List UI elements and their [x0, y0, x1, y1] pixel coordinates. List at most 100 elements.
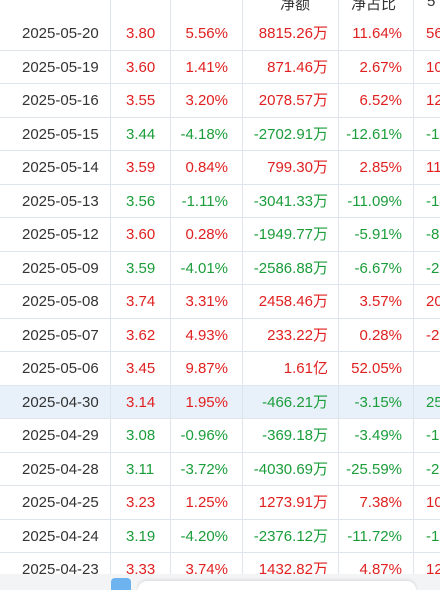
column-divider — [170, 0, 171, 590]
row-net-ratio: 3.57% — [359, 293, 402, 310]
table-row[interactable]: 2025-04-25 3.23 1.25% 1273.91万 7.38% 10 — [0, 486, 440, 520]
table-row[interactable]: 2025-05-12 3.60 0.28% -1949.77万 -5.91% -8 — [0, 218, 440, 252]
row-date: 2025-04-24 — [22, 527, 99, 545]
table-row[interactable]: 2025-05-15 3.44 -4.18% -2702.91万 -12.61% -12 — [0, 117, 440, 151]
row-extra: -8 — [426, 226, 440, 243]
table-row[interactable]: 2025-04-29 3.08 -0.96% -369.18万 -3.49% -1 — [0, 419, 440, 453]
column-divider — [110, 0, 111, 590]
row-date: 2025-04-29 — [22, 427, 99, 444]
row-date: 2025-05-19 — [22, 58, 99, 76]
row-change-pct: 3.74% — [185, 561, 228, 578]
bottom-sheet-handle[interactable] — [138, 581, 416, 590]
table-header: 净额 净占比 5 — [0, 0, 440, 18]
row-change-pct: 9.87% — [185, 360, 228, 377]
row-change-pct: -3.72% — [180, 460, 228, 478]
row-change-pct: 5.56% — [185, 25, 228, 42]
row-date: 2025-04-23 — [22, 561, 99, 578]
table-row[interactable]: 2025-05-19 3.60 1.41% 871.46万 2.67% 10 — [0, 50, 440, 84]
row-price: 3.45 — [126, 360, 156, 377]
row-net-amount: -2702.91万 — [253, 125, 328, 143]
row-date: 2025-05-14 — [22, 159, 99, 176]
row-net-ratio: -25.59% — [346, 460, 402, 478]
row-extra: 10 — [426, 58, 440, 76]
row-net-amount: 1273.91万 — [258, 494, 328, 511]
row-date: 2025-05-20 — [22, 25, 99, 42]
row-extra: 11 — [426, 159, 440, 176]
row-date: 2025-05-12 — [22, 226, 99, 243]
row-price: 3.60 — [126, 226, 156, 243]
row-price: 3.44 — [126, 125, 156, 143]
row-net-ratio: 2.67% — [359, 58, 402, 76]
row-change-pct: 1.41% — [185, 58, 228, 76]
row-net-amount: 8815.26万 — [258, 25, 328, 42]
column-divider — [338, 0, 339, 590]
row-net-ratio: -11.72% — [347, 527, 402, 545]
row-net-amount: 2458.46万 — [258, 293, 328, 310]
header-net-amount: 净额 — [280, 0, 311, 13]
row-change-pct: 0.84% — [185, 159, 228, 176]
row-net-ratio: 0.28% — [359, 326, 402, 344]
row-price: 3.08 — [126, 427, 156, 444]
row-change-pct: 3.20% — [185, 92, 228, 109]
row-extra: 56 — [426, 25, 440, 42]
row-net-amount: 799.30万 — [267, 159, 328, 176]
header-extra: 5 — [427, 0, 436, 10]
row-extra: -12 — [426, 125, 440, 143]
row-net-ratio: 52.05% — [351, 360, 402, 377]
row-net-amount: 233.22万 — [267, 326, 328, 344]
table-row[interactable]: 2025-04-30 3.14 1.95% -466.21万 -3.15% 25 — [0, 385, 440, 419]
row-net-ratio: -11.09% — [347, 192, 402, 210]
row-net-amount: -2586.88万 — [253, 259, 328, 277]
row-extra: 20 — [426, 293, 440, 310]
row-price: 3.60 — [126, 58, 156, 76]
table-row[interactable]: 2025-05-13 3.56 -1.11% -3041.33万 -11.09% -14 — [0, 184, 440, 218]
row-change-pct: 4.93% — [185, 326, 228, 344]
row-date: 2025-05-13 — [22, 192, 99, 210]
table-row[interactable]: 2025-05-07 3.62 4.93% 233.22万 0.28% -21 — [0, 318, 440, 352]
row-change-pct: -4.18% — [180, 125, 228, 143]
table-row[interactable]: 2025-05-14 3.59 0.84% 799.30万 2.85% 11 — [0, 151, 440, 185]
row-extra: -1 — [426, 427, 440, 444]
row-net-ratio: 2.85% — [359, 159, 402, 176]
row-change-pct: 1.25% — [185, 494, 228, 511]
row-net-amount: -369.18万 — [262, 427, 328, 444]
table-row[interactable]: 2025-05-06 3.45 9.87% 1.61亿 52.05% — [0, 352, 440, 386]
row-change-pct: -1.11% — [181, 192, 228, 210]
row-change-pct: -4.20% — [180, 527, 228, 545]
row-extra: -21 — [426, 460, 440, 478]
row-net-amount: -2376.12万 — [253, 527, 328, 545]
row-extra: -21 — [426, 326, 440, 344]
column-divider — [242, 0, 243, 590]
row-extra: -23 — [426, 259, 440, 277]
row-extra: 25 — [426, 393, 440, 411]
row-net-amount: -466.21万 — [262, 393, 328, 411]
row-net-amount: -3041.33万 — [253, 192, 328, 210]
row-change-pct: 0.28% — [185, 226, 228, 243]
row-net-ratio: -6.67% — [354, 259, 402, 277]
row-date: 2025-04-28 — [22, 460, 99, 478]
table-row[interactable]: 2025-05-09 3.59 -4.01% -2586.88万 -6.67% -23 — [0, 251, 440, 285]
table-row[interactable]: 2025-04-28 3.11 -3.72% -4030.69万 -25.59% -21 — [0, 452, 440, 486]
row-extra: -14 — [426, 192, 440, 210]
row-date: 2025-04-30 — [22, 393, 99, 411]
row-net-ratio: 11.64% — [352, 25, 402, 42]
row-price: 3.23 — [126, 494, 156, 511]
row-net-ratio: -3.15% — [354, 393, 402, 411]
row-net-ratio: -3.49% — [354, 427, 402, 444]
table-row[interactable]: 2025-05-08 3.74 3.31% 2458.46万 3.57% 20 — [0, 285, 440, 319]
table-row[interactable]: 2025-05-20 3.80 5.56% 8815.26万 11.64% 56 — [0, 17, 440, 51]
row-date: 2025-05-09 — [22, 259, 99, 277]
row-extra: 12 — [426, 561, 440, 578]
row-net-ratio: 4.87% — [359, 561, 402, 578]
row-price: 3.59 — [126, 259, 156, 277]
row-net-ratio: 7.38% — [359, 494, 402, 511]
table-row[interactable]: 2025-04-24 3.19 -4.20% -2376.12万 -11.72% -13 — [0, 519, 440, 553]
row-change-pct: -0.96% — [180, 427, 228, 444]
row-date: 2025-05-15 — [22, 125, 99, 143]
table-row[interactable]: 2025-05-16 3.55 3.20% 2078.57万 6.52% 12 — [0, 84, 440, 118]
row-price: 3.19 — [126, 527, 156, 545]
row-date: 2025-05-16 — [22, 92, 99, 109]
row-price: 3.74 — [126, 293, 156, 310]
bottom-tab-indicator[interactable] — [111, 578, 131, 590]
row-net-amount: 871.46万 — [267, 58, 328, 76]
